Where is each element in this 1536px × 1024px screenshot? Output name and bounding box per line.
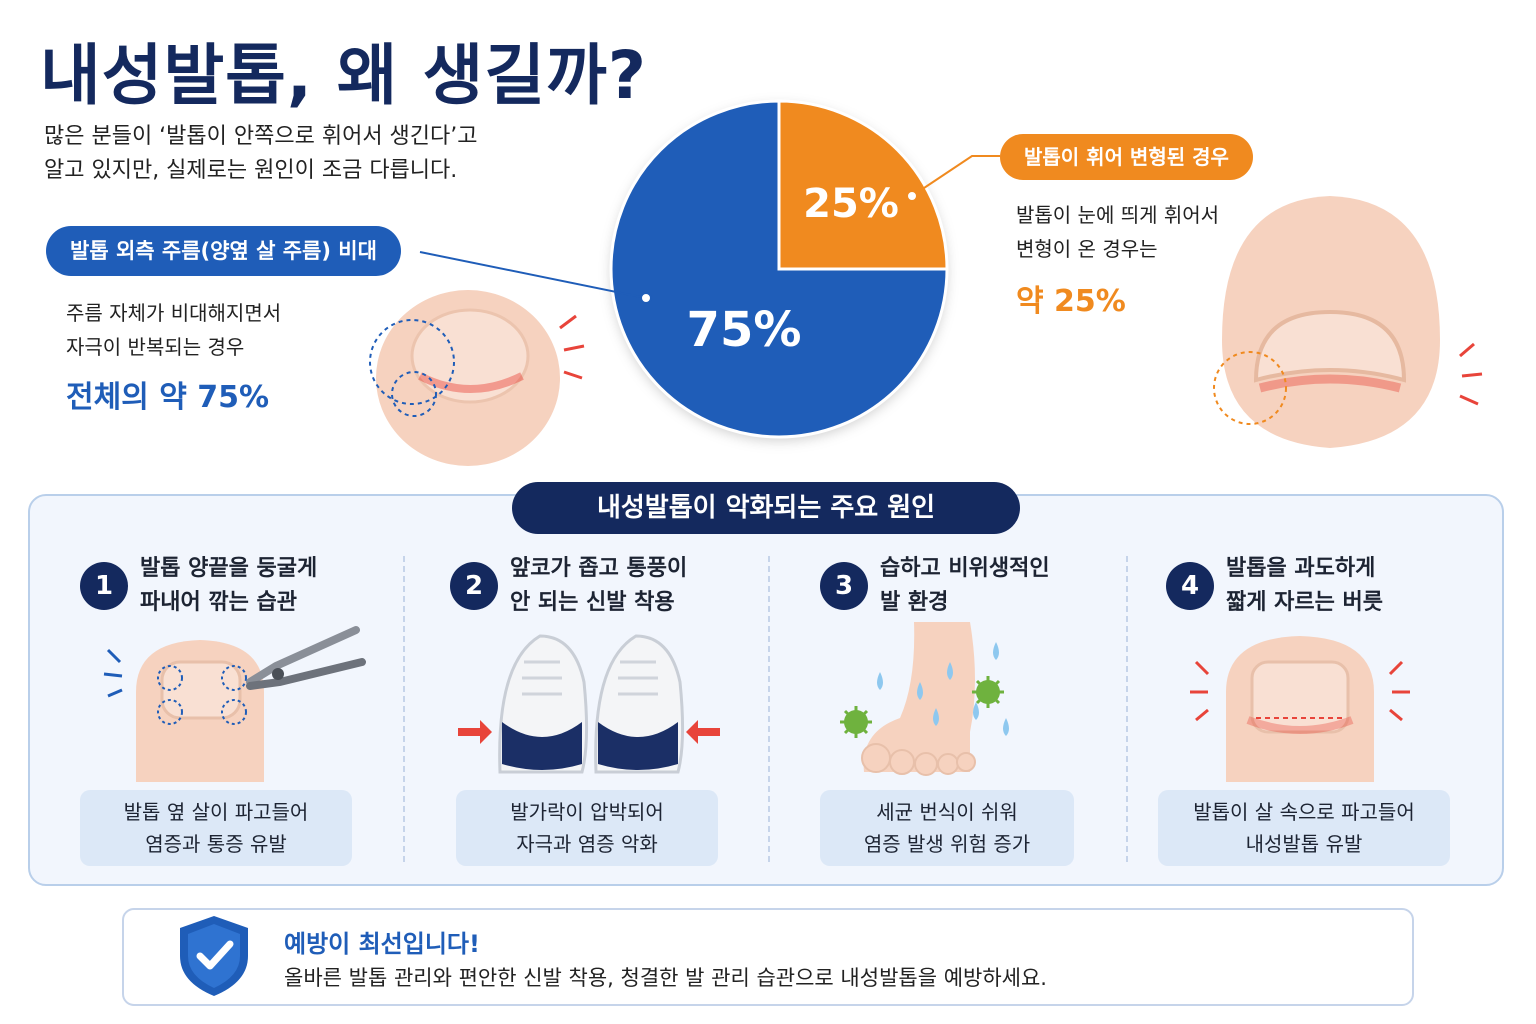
cause-item-1: 1 발톱 양끝을 둥굴게 파내어 깎는 습관 발톱 옆 살이 파고들어 염증과 …: [80, 552, 380, 868]
pie-label-75: 75%: [687, 302, 802, 358]
intro-line-2: 알고 있지만, 실제로는 원인이 조금 다릅니다.: [44, 158, 458, 183]
left-connector-dot: [640, 292, 652, 304]
right-callout-label: 발톱이 휘어 변형된 경우: [1000, 134, 1253, 180]
cause-result-4: 발톱이 살 속으로 파고들어 내성발톱 유발: [1158, 790, 1450, 866]
intro-line-1: 많은 분들이 ‘발톱이 안쪽으로 휘어서 생긴다’고: [44, 124, 478, 149]
cause-title-line: 파내어 깎는 습관: [140, 590, 297, 615]
causes-divider: [768, 556, 770, 862]
cause-title-line: 앞코가 좁고 통풍이: [510, 556, 688, 581]
cause-result-line: 염증 발생 위험 증가: [863, 832, 1031, 856]
right-connector-dot: [906, 190, 918, 202]
cause-result-line: 발톱 옆 살이 파고들어: [123, 800, 309, 824]
left-callout-label: 발톱 외측 주름(양옆 살 주름) 비대: [46, 226, 401, 276]
cause-result-1: 발톱 옆 살이 파고들어 염증과 통증 유발: [80, 790, 352, 866]
cause-number-2: 2: [450, 562, 498, 610]
left-callout-line-1: 주름 자체가 비대해지면서: [66, 301, 282, 325]
cause-title-line: 습하고 비위생적인: [880, 556, 1050, 581]
pie-slice-25: [777, 99, 949, 271]
left-callout-desc: 주름 자체가 비대해지면서 자극이 반복되는 경우: [66, 296, 281, 364]
prevention-title: 예방이 최선입니다!: [284, 930, 480, 958]
page-title: 내성발톱, 왜 생길까?: [40, 37, 648, 114]
causes-divider: [1126, 556, 1128, 862]
cause-item-3: 3 습하고 비위생적인 발 환경 세균 번식이 쉬워 염증 발생 위험 증가: [820, 552, 1120, 868]
cause-title-line: 안 되는 신발 착용: [510, 590, 675, 615]
pie-label-25: 25%: [803, 181, 899, 227]
cause-result-line: 내성발톱 유발: [1245, 832, 1363, 856]
right-callout-desc: 발톱이 눈에 띄게 휘어서 변형이 온 경우는: [1016, 198, 1219, 266]
prevention-text: 올바른 발톱 관리와 편안한 신발 착용, 청결한 발 관리 습관으로 내성발톱…: [284, 966, 1047, 990]
cause-result-line: 자극과 염증 악화: [516, 832, 658, 856]
cause-title-line: 발 환경: [880, 590, 949, 615]
cause-result-line: 발톱이 살 속으로 파고들어: [1193, 800, 1415, 824]
toe-illustration-left: [369, 290, 585, 466]
cause-result-line: 발가락이 압박되어: [510, 800, 664, 824]
cause-result-line: 염증과 통증 유발: [145, 832, 287, 856]
cause-result-3: 세균 번식이 쉬워 염증 발생 위험 증가: [820, 790, 1074, 866]
cause-title-2: 앞코가 좁고 통풍이 안 되는 신발 착용: [510, 552, 687, 620]
right-callout-line-1: 발톱이 눈에 띄게 휘어서: [1016, 203, 1220, 227]
toe-illustration-right: [1213, 196, 1483, 448]
causes-divider: [403, 556, 405, 862]
causes-title: 내성발톱이 악화되는 주요 원인: [512, 482, 1020, 534]
intro-text: 많은 분들이 ‘발톱이 안쪽으로 휘어서 생긴다’고 알고 있지만, 실제로는 …: [44, 120, 478, 188]
shield-check-icon: [180, 916, 248, 996]
cause-title-line: 짧게 자르는 버릇: [1226, 590, 1383, 615]
cause-title-line: 발톱 양끝을 둥굴게: [140, 556, 318, 581]
cause-number-4: 4: [1166, 562, 1214, 610]
right-connector-line: [911, 155, 1000, 197]
left-callout-line-2: 자극이 반복되는 경우: [66, 335, 245, 359]
right-callout-line-2: 변형이 온 경우는: [1016, 237, 1158, 261]
pie-chart: 75% 25%: [369, 99, 1483, 466]
damp-foot-illustration: [840, 622, 1009, 776]
cause-title-4: 발톱을 과도하게 짧게 자르는 버릇: [1226, 552, 1383, 620]
cause-result-2: 발가락이 압박되어 자극과 염증 악화: [456, 790, 718, 866]
cause-title-line: 발톱을 과도하게: [1226, 556, 1376, 581]
cause-title-1: 발톱 양끝을 둥굴게 파내어 깎는 습관: [140, 552, 317, 620]
prevention-banner: [122, 908, 1414, 1006]
pie-slice-75: [609, 99, 949, 439]
cause-item-4: 4 발톱을 과도하게 짧게 자르는 버릇 발톱이 살 속으로 파고들어 내성발톱…: [1158, 552, 1466, 868]
cause-number-1: 1: [80, 562, 128, 610]
sneakers-illustration: [458, 634, 720, 774]
right-callout-percent: 약 25%: [1016, 284, 1126, 319]
cause-item-2: 2 앞코가 좁고 통풍이 안 되는 신발 착용 발가락이 압박되어 자극과 염증…: [450, 552, 750, 868]
cause-result-line: 세균 번식이 쉬워: [876, 800, 1018, 824]
cause-number-3: 3: [820, 562, 868, 610]
left-connector-line: [419, 251, 647, 299]
nail-clipper-illustration: [103, 626, 366, 782]
cause-title-3: 습하고 비위생적인 발 환경: [880, 552, 1050, 620]
left-callout-percent: 전체의 약 75%: [66, 380, 270, 415]
short-cut-nail-illustration: [1190, 636, 1410, 782]
